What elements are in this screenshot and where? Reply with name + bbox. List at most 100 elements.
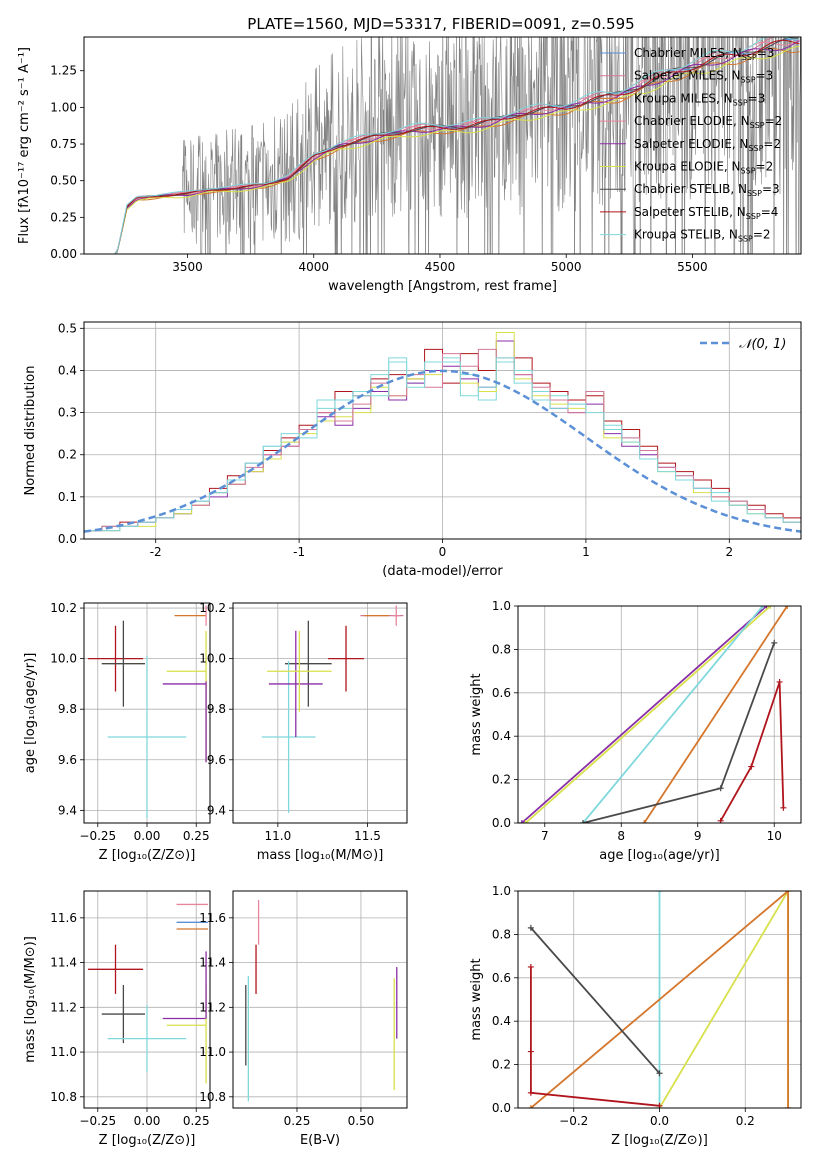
massweight_vs_Z-xtick-label: 0.2 (736, 1114, 755, 1128)
massweight_vs_Z-marker (527, 1089, 534, 1096)
massweight_vs_Z-line (530, 891, 789, 1108)
massweight_vs_age-line (582, 606, 764, 823)
massweight_vs_Z-marker (527, 963, 534, 970)
spectrum-xtick-label: 4500 (425, 260, 456, 274)
spectrum-frame (83, 36, 802, 255)
spectrum-xtick-label: 4000 (298, 260, 329, 274)
legend-entry: Salpeter MILES, NSSP=3 (634, 69, 773, 85)
spectrum-xtick-label: 3500 (172, 260, 203, 274)
massweight_vs_Z-ytick-label: 0.6 (492, 971, 511, 985)
massweight_vs_Z-ytick-label: 1.0 (492, 884, 511, 898)
massweight_vs_Z-xlabel: Z [log₁₀(Z/Z⊙)] (611, 1133, 708, 1148)
spectrum-xlabel: wavelength [Angstrom, rest frame] (328, 279, 557, 294)
massweight_vs_age-marker (580, 820, 587, 823)
massweight_vs_Z-xtick-label: 0.0 (650, 1114, 669, 1128)
massweight_vs_Z-marker (527, 1048, 534, 1055)
residuals-xtick-label: -2 (150, 545, 162, 559)
age_vs_mass-xlabel: mass [log₁₀(M/M⊙)] (257, 848, 384, 863)
spectrum-xtick-label: 5500 (677, 260, 708, 274)
mass_vs_Z-xlabel: Z [log₁₀(Z/Z⊙)] (99, 1133, 196, 1148)
mass_vs_Z-frame (83, 890, 211, 1109)
age_vs_Z-plot-area (84, 603, 210, 823)
massweight_vs_Z-ytick-label: 0.0 (492, 1101, 511, 1115)
figure-title: PLATE=1560, MJD=53317, FIBERID=0091, z=0… (247, 15, 634, 33)
spectrum-ytick-label: 0.00 (50, 247, 77, 261)
age_vs_mass-ytick-label: 10.0 (199, 652, 226, 666)
residuals-ytick-label: 0.1 (58, 490, 77, 504)
gaussian-legend-label: 𝒩(0, 1) (739, 337, 786, 352)
residuals-ytick-label: 0.2 (58, 448, 77, 462)
massweight_vs_Z-ytick-label: 0.4 (492, 1014, 511, 1028)
massweight_vs_age-marker (641, 820, 648, 823)
massweight_vs_age-frame (517, 605, 802, 824)
legend-entry: Kroupa MILES, NSSP=3 (634, 91, 765, 107)
massweight_vs_Z-ytick-label: 0.8 (492, 927, 511, 941)
massweight_vs_age-marker (522, 820, 529, 823)
legend-entry: Kroupa STELIB, NSSP=2 (634, 228, 771, 244)
age_vs_Z-frame (83, 602, 211, 824)
mass_vs_Z-xtick-label: 0.25 (183, 1114, 210, 1128)
massweight_vs_Z-xtick-label: −0.2 (559, 1114, 588, 1128)
massweight_vs_Z-ytick-label: 0.2 (492, 1058, 511, 1072)
mass_vs_EBV-ytick-label: 11.2 (199, 1000, 226, 1014)
massweight_vs_age-xtick-label: 8 (617, 829, 625, 843)
massweight_vs_Z-line (530, 927, 661, 1074)
residuals-ytick-label: 0.4 (58, 363, 77, 377)
spectrum-model-line (111, 45, 800, 254)
spectrum-model-line (111, 39, 800, 254)
age_vs_mass-ytick-label: 9.4 (207, 803, 226, 817)
age_vs_mass-plot-area (233, 603, 407, 823)
age_vs_Z-ytick-label: 9.8 (58, 702, 77, 716)
massweight_vs_age-marker (717, 785, 724, 792)
massweight_vs_Z-line (658, 891, 789, 1108)
residuals-xtick-label: 0 (439, 545, 447, 559)
age_vs_mass-xtick-label: 11.0 (264, 829, 291, 843)
spectrum-ytick-label: 0.75 (50, 137, 77, 151)
mass_vs_EBV-ytick-label: 11.4 (199, 956, 226, 970)
massweight_vs_age-panel: 7 8 9 10 0.0 0.2 0.4 0.6 0.8 1.0 age [log₁₀(age/yr… (469, 599, 802, 863)
legend-entry: Chabrier MILES, NSSP=3 (634, 46, 774, 62)
spectrum-ytick-label: 0.25 (50, 210, 77, 224)
mass_vs_EBV-xlabel: E(B-V) (300, 1133, 340, 1148)
age_vs_mass-ytick-label: 9.8 (207, 702, 226, 716)
mass_vs_EBV-panel: 0.25 0.50 10.8 11.0 11.2 11.4 11.6 E(B-V) (199, 890, 408, 1148)
massweight_vs_age-ytick-label: 0.8 (492, 642, 511, 656)
age_vs_Z-xtick-label: −0.25 (79, 829, 116, 843)
legend-entry: Salpeter ELODIE, NSSP=2 (634, 137, 781, 153)
massweight_vs_age-ytick-label: 0.4 (492, 729, 511, 743)
massweight_vs_Z-panel: −0.2 0.0 0.2 0.0 0.2 0.4 0.6 0.8 1.0 Z [log₁₀(Z/Z… (469, 884, 802, 1148)
massweight_vs_age-ytick-label: 0.2 (492, 773, 511, 787)
mass_vs_Z-ylabel: mass [log₁₀(M/M⊙)] (23, 936, 38, 1063)
legend-entry: Chabrier STELIB, NSSP=3 (634, 182, 780, 198)
massweight_vs_age-ytick-label: 1.0 (492, 599, 511, 613)
spectrum-panel: 3500 4000 4500 5000 5500 0.00 0.25 0.50 0.75 1.00… (17, 36, 802, 294)
age_vs_Z-panel: −0.25 0.00 0.25 9.4 9.6 9.8 10.0 10.2 Z [log₁₀(Z… (23, 601, 211, 863)
massweight_vs_age-line (643, 606, 788, 823)
massweight_vs_Z-marker (527, 924, 534, 931)
age_vs_Z-ytick-label: 10.2 (50, 601, 77, 615)
mass_vs_Z-ytick-label: 11.0 (50, 1045, 77, 1059)
mass_vs_EBV-xtick-label: 0.50 (348, 1114, 375, 1128)
residuals-xtick-label: 1 (582, 545, 590, 559)
gaussian-curve (84, 369, 801, 533)
massweight_vs_Z-marker (656, 891, 663, 894)
mass_vs_Z-ytick-label: 11.6 (50, 911, 77, 925)
residuals-ylabel: Normed distribution (23, 366, 38, 496)
massweight_vs_age-marker (776, 678, 783, 685)
age_vs_Z-xtick-label: 0.00 (134, 829, 161, 843)
massweight_vs_age-ytick-label: 0.6 (492, 686, 511, 700)
age_vs_mass-xtick-label: 11.5 (354, 829, 381, 843)
residuals-plot-area (84, 322, 801, 539)
massweight_vs_age-marker (780, 804, 787, 811)
mass_vs_EBV-ytick-label: 10.8 (199, 1090, 226, 1104)
massweight_vs_age-xtick-label: 10 (767, 829, 782, 843)
massweight_vs_age-marker (767, 606, 774, 609)
massweight_vs_Z-ylabel: mass weight (469, 958, 484, 1040)
massweight_vs_age-xtick-label: 9 (694, 829, 702, 843)
legend-entry: Kroupa ELODIE, NSSP=2 (634, 160, 773, 176)
spectrum-ytick-label: 1.00 (50, 100, 77, 114)
age_vs_Z-ytick-label: 9.4 (58, 803, 77, 817)
mass_vs_Z-panel: −0.25 0.00 0.25 10.8 11.0 11.2 11.4 11.6 Z [log₁… (23, 890, 211, 1148)
residual-histogram (84, 357, 801, 539)
